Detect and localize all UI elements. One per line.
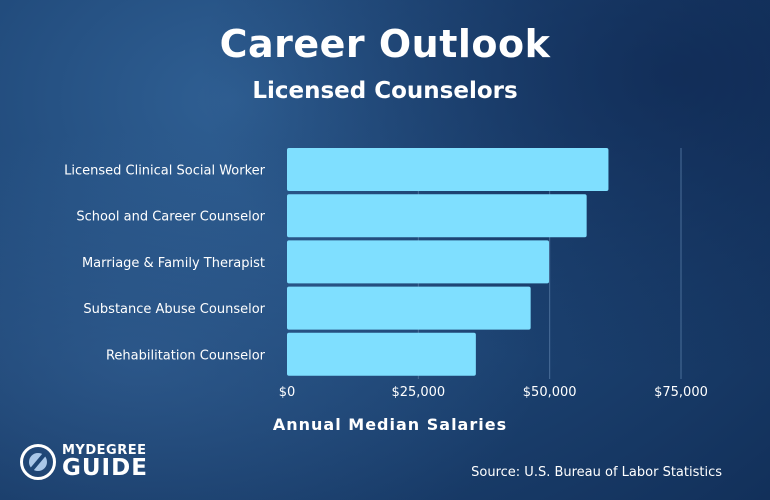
bar	[287, 332, 476, 376]
bar	[287, 240, 550, 284]
category-label: School and Career Counselor	[76, 210, 265, 225]
logo-text-bottom: GUIDE	[62, 455, 148, 481]
category-label: Marriage & Family Therapist	[82, 256, 265, 271]
chart-subtitle: Licensed Counselors	[252, 78, 518, 104]
category-label: Licensed Clinical Social Worker	[64, 164, 266, 179]
x-tick-label: $25,000	[391, 385, 445, 400]
x-tick-label: $50,000	[523, 385, 577, 400]
category-label: Rehabilitation Counselor	[106, 348, 266, 363]
bar	[287, 194, 587, 238]
bar	[287, 148, 609, 191]
mydegreeguide-logo: MYDEGREE GUIDE	[20, 440, 148, 484]
chart-title: Career Outlook	[219, 22, 551, 66]
x-tick-label: $75,000	[654, 385, 708, 400]
x-tick-label: $0	[279, 385, 296, 400]
source-note: Source: U.S. Bureau of Labor Statistics	[471, 465, 722, 480]
compass-icon	[20, 444, 56, 480]
x-axis-title: Annual Median Salaries	[272, 415, 508, 434]
category-label: Substance Abuse Counselor	[83, 302, 265, 317]
bar	[287, 286, 531, 330]
logo-text-top: MYDEGREE	[62, 443, 147, 458]
